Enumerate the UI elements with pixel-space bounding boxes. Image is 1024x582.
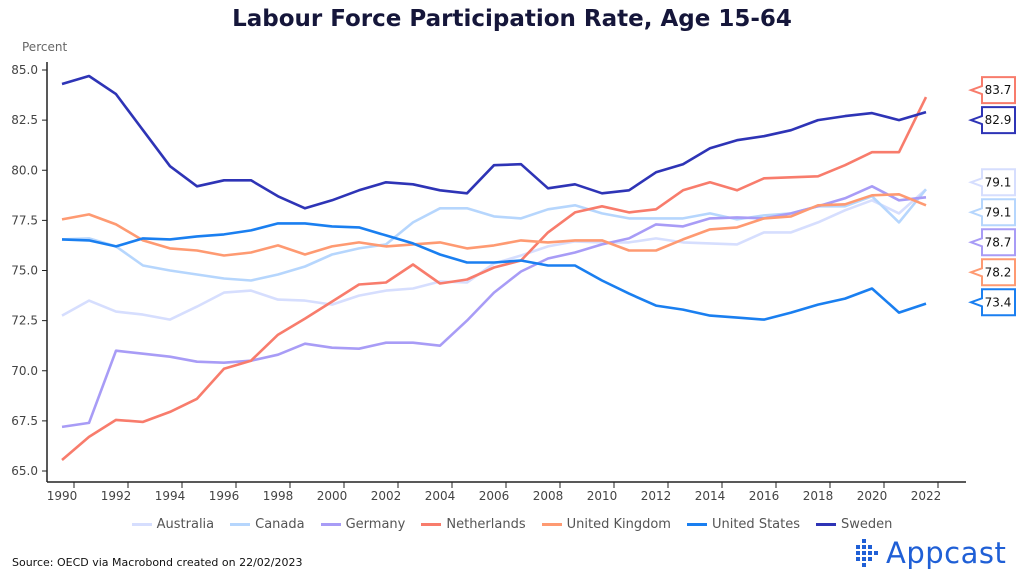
chart-title: Labour Force Participation Rate, Age 15-… [232,6,792,32]
y-tick-label: 80.0 [11,163,38,177]
y-tick-label: 82.5 [11,113,38,127]
callout-value: 82.9 [985,113,1012,127]
callout-box [968,258,1016,287]
legend-item: Netherlands [421,517,526,532]
legend-item: Germany [320,517,406,532]
x-tick-label: 2014 [695,489,726,503]
y-tick-label: 67.5 [11,414,38,428]
y-tick-label: 75.0 [11,264,38,278]
legend-swatch [686,523,707,526]
legend: Australia Canada Germany Netherlands United … [0,517,1024,532]
x-tick-label: 2022 [911,489,942,503]
callout-box [968,198,1016,227]
series-line-united-states [61,222,927,321]
legend-item: United Kingdom [541,517,671,532]
y-tick-label: 77.5 [11,213,38,227]
legend-label: United States [711,517,800,532]
series-line-australia [61,188,927,321]
callout-value: 78.2 [985,265,1012,279]
x-tick-label: 1994 [155,489,186,503]
series-line-united-kingdom [61,193,927,257]
legend-item: Australia [131,517,215,532]
y-tick-label: 70.0 [11,364,38,378]
appcast-logo: Appcast [856,536,1006,570]
y-axis-label: Percent [22,40,68,54]
x-tick-label: 2004 [425,489,456,503]
callout-box [968,288,1016,317]
callout-value: 73.4 [985,295,1012,309]
series-line-sweden [61,74,927,210]
x-tick-label: 1992 [101,489,132,503]
callout-box [968,106,1016,135]
end-value-callout: 79.1 [968,198,1016,227]
legend-label: Australia [156,517,215,532]
end-value-callout: 73.4 [968,288,1016,317]
legend-swatch [320,523,341,526]
legend-item: Canada [230,517,305,532]
x-tick-label: 2002 [371,489,402,503]
y-tick-label: 65.0 [11,464,38,478]
end-value-callout: 79.1 [968,168,1016,197]
x-tick-label: 2020 [857,489,888,503]
end-value-callout: 78.7 [968,228,1016,257]
x-tick-label: 2018 [803,489,834,503]
x-tick-label: 2008 [533,489,564,503]
legend-item: United States [686,517,800,532]
end-value-callout: 82.9 [968,106,1016,135]
legend-swatch [816,523,836,526]
callout-value: 78.7 [985,235,1012,249]
logo-dots-icon [856,539,878,567]
end-value-callout: 78.2 [968,258,1016,287]
callout-value: 83.7 [985,83,1012,97]
y-tick-label: 72.5 [11,314,38,328]
source-note: Source: OECD via Macrobond created on 22… [12,556,303,569]
legend-item: Sweden [816,517,892,532]
legend-swatch [131,523,152,526]
legend-label: Sweden [841,517,893,532]
legend-label: United Kingdom [566,517,671,532]
x-tick-label: 2010 [587,489,618,503]
legend-swatch [541,523,562,526]
callout-box [968,168,1016,197]
legend-swatch [230,523,251,526]
y-tick-label: 85.0 [11,63,38,77]
x-tick-label: 2016 [749,489,780,503]
series-line-germany [61,185,927,429]
end-value-callout: 83.7 [968,76,1016,105]
logo-text: Appcast [886,536,1007,570]
x-tick-label: 1990 [47,489,78,503]
legend-label: Canada [255,517,305,532]
legend-swatch [421,523,442,526]
series-line-netherlands [61,96,928,461]
x-tick-label: 1996 [209,489,240,503]
legend-label: Germany [345,517,406,532]
callout-box [968,76,1016,105]
callout-box [968,228,1016,257]
callout-value: 79.1 [985,205,1012,219]
callout-value: 79.1 [985,175,1012,189]
legend-label: Netherlands [446,517,526,532]
x-tick-label: 2012 [641,489,672,503]
x-tick-label: 2000 [317,489,348,503]
x-tick-label: 2006 [479,489,510,503]
x-tick-label: 1998 [263,489,294,503]
